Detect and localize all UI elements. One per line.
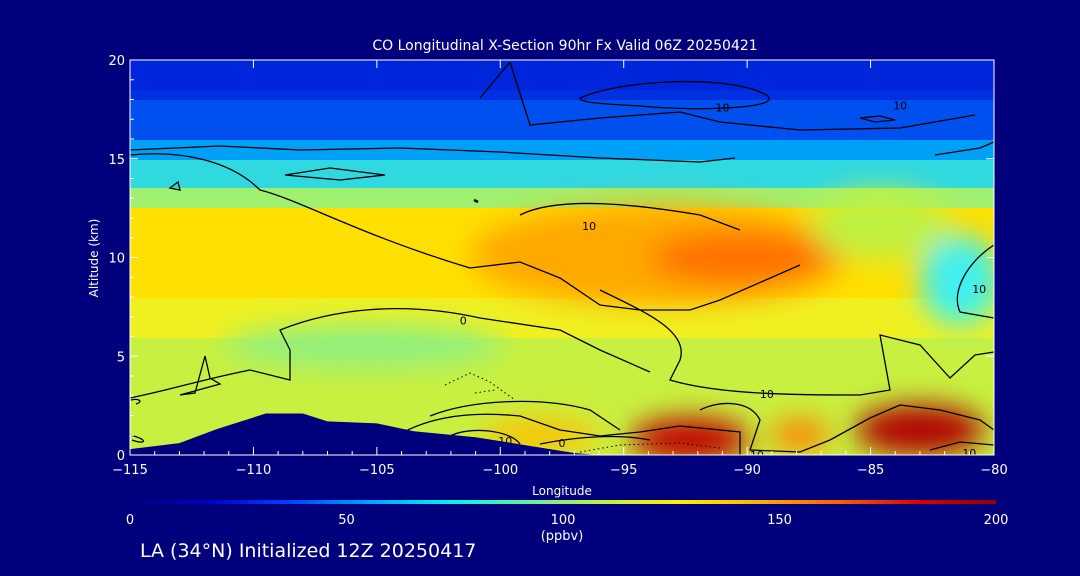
colorbar bbox=[130, 500, 996, 504]
y-tick-label: 20 bbox=[108, 54, 125, 69]
y-axis: 0 5 10 15 20 bbox=[108, 54, 994, 464]
colorbar-tick-label: 100 bbox=[551, 513, 576, 528]
contour-label: 0 bbox=[559, 437, 566, 450]
y-axis-label: Altitude (km) bbox=[87, 219, 101, 298]
contour-label: 10 bbox=[760, 388, 774, 401]
x-tick-label: −80 bbox=[980, 463, 1007, 478]
x-axis: −115 −110 −105 −100 −95 −90 −85 −80 bbox=[112, 60, 1008, 478]
footer-caption: LA (34°N) Initialized 12Z 20250417 bbox=[140, 540, 477, 562]
x-axis-label: Longitude bbox=[532, 484, 592, 498]
heatmap-field bbox=[130, 60, 994, 455]
colorbar-tick-label: 150 bbox=[767, 513, 792, 528]
colorbar-tick-label: 50 bbox=[338, 513, 355, 528]
colorbar-tick-label: 200 bbox=[984, 513, 1009, 528]
contour-label: 0 bbox=[460, 315, 467, 328]
x-tick-label: −90 bbox=[733, 463, 760, 478]
contour-label: 10 bbox=[750, 449, 764, 462]
x-tick-label: −100 bbox=[482, 463, 518, 478]
terrain-mask bbox=[130, 413, 599, 455]
contour-label: 10 bbox=[715, 101, 729, 114]
x-tick-label: −110 bbox=[236, 463, 272, 478]
x-tick-label: −95 bbox=[610, 463, 637, 478]
contour-lines bbox=[130, 61, 994, 455]
x-tick-label: −105 bbox=[359, 463, 395, 478]
colorbar-ticks: 0 50 100 150 200 bbox=[126, 513, 1009, 528]
contour-label: 10 bbox=[582, 220, 596, 233]
colorbar-units: (ppbv) bbox=[541, 529, 584, 544]
y-tick-label: 5 bbox=[117, 350, 125, 365]
colorbar-tick-label: 0 bbox=[126, 513, 134, 528]
x-tick-label: −115 bbox=[112, 463, 148, 478]
dotted-contours bbox=[444, 372, 721, 453]
chart-title: CO Longitudinal X-Section 90hr Fx Valid … bbox=[372, 38, 757, 54]
y-tick-label: 0 bbox=[117, 449, 125, 464]
y-tick-label: 15 bbox=[108, 153, 125, 168]
y-tick-label: 10 bbox=[108, 252, 125, 267]
contour-label: 10 bbox=[893, 99, 907, 112]
contour-label: 10 bbox=[972, 283, 986, 296]
x-tick-label: −85 bbox=[857, 463, 884, 478]
